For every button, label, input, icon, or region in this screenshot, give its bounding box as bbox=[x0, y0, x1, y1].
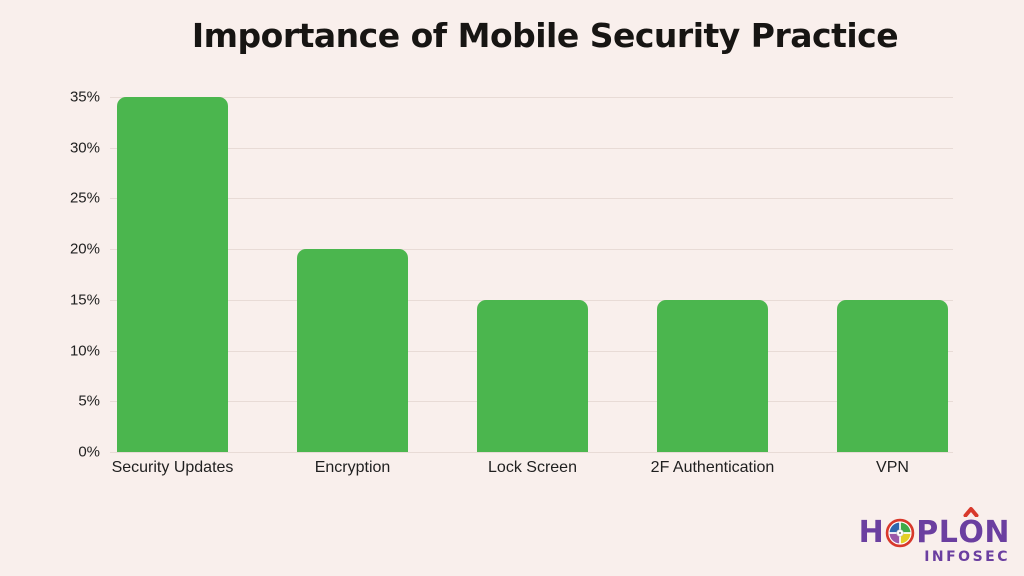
y-axis-label-5: 5% bbox=[78, 392, 100, 410]
gridline-0 bbox=[110, 452, 953, 453]
hoplon-brand-text: H PL O N bbox=[858, 507, 1010, 550]
chart-title: Importance of Mobile Security Practice bbox=[191, 16, 899, 55]
y-axis-label-35: 35% bbox=[69, 88, 100, 106]
hoplon-subtitle: INFOSEC bbox=[924, 549, 1010, 565]
y-axis-label-20: 20% bbox=[69, 240, 100, 258]
y-axis-label-30: 30% bbox=[69, 139, 100, 157]
y-axis-label-25: 25% bbox=[69, 189, 100, 207]
gridline-25 bbox=[110, 198, 953, 200]
brand-letter-n: N bbox=[984, 515, 1010, 550]
bar-2f-authentication bbox=[657, 299, 768, 452]
plot-area: 0% 5% 10% 15% 20% 25% 30% 35% Security Updates En… bbox=[70, 90, 953, 476]
x-axis-label-security-updates: Security Updates bbox=[111, 459, 234, 476]
hoplon-logo: H PL O N INFOSEC bbox=[858, 507, 1010, 565]
x-axis-label-encryption: Encryption bbox=[314, 459, 391, 476]
gridline-35 bbox=[110, 97, 953, 98]
x-axis-label-2f-authentication: 2F Authentication bbox=[650, 459, 775, 476]
brand-letter-o-accented: O bbox=[958, 507, 984, 548]
y-axis-label-0: 0% bbox=[78, 443, 100, 461]
brand-letter-h: H bbox=[858, 515, 885, 550]
bar-lock-screen bbox=[477, 299, 588, 452]
hoplon-shutter-globe-icon bbox=[886, 518, 915, 548]
bar-vpn bbox=[837, 299, 948, 452]
y-axis-label-15: 15% bbox=[69, 291, 100, 309]
gridline-20 bbox=[110, 249, 953, 251]
circumflex-accent-icon bbox=[963, 507, 979, 517]
gridline-30 bbox=[110, 147, 953, 149]
bar-security-updates bbox=[117, 97, 228, 452]
x-axis-label-lock-screen: Lock Screen bbox=[488, 459, 577, 476]
y-axis-label-10: 10% bbox=[69, 342, 100, 360]
x-axis-label-vpn: VPN bbox=[876, 459, 909, 476]
bar-encryption bbox=[297, 249, 408, 452]
brand-letters-pl: PL bbox=[916, 515, 959, 550]
